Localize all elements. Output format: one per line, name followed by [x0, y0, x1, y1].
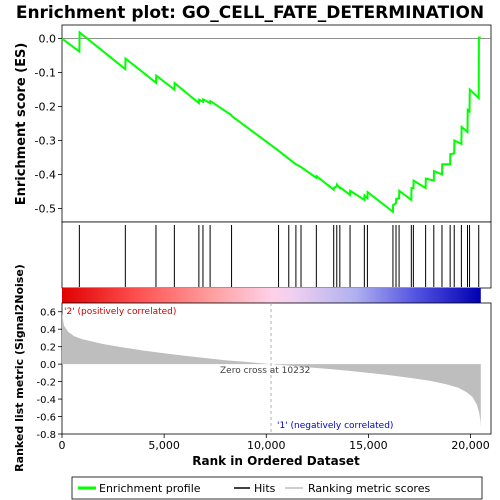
es-ytick-label: -0.3	[35, 134, 56, 147]
es-panel: 0.0 -0.1 -0.2 -0.3 -0.4 -0.5 Enrichment score…	[14, 24, 492, 223]
x-axis-label: Rank in Ordered Dataset	[192, 454, 360, 468]
es-ytick-label: -0.5	[35, 202, 56, 215]
es-ylabel: Enrichment score (ES)	[14, 43, 29, 206]
metric-ytick-label: -0.6	[36, 413, 56, 424]
ranking-metric-area	[62, 313, 481, 427]
metric-ytick-label: 0.2	[40, 343, 56, 354]
metric-ytick-label: 0.6	[40, 308, 56, 319]
x-tick-label: 10,000	[247, 439, 286, 452]
metric-ytick-label: 0.0	[40, 360, 56, 371]
metric-ytick-label: -0.2	[36, 378, 56, 389]
es-ytick-label: -0.1	[35, 67, 56, 80]
x-tick-label: 0	[59, 439, 66, 452]
rank-color-bar	[62, 288, 481, 303]
x-tick-label: 15,000	[349, 439, 388, 452]
es-ytick-label: -0.2	[35, 101, 56, 114]
metric-ytick-label: -0.4	[36, 395, 56, 406]
negative-correlation-label: '1' (negatively correlated)	[277, 421, 393, 431]
positive-correlation-label: '2' (positively correlated)	[64, 307, 176, 317]
legend: Enrichment profile Hits Ranking metric s…	[71, 476, 483, 500]
hits-panel-frame	[61, 221, 492, 289]
legend-enrichment-label: Enrichment profile	[99, 482, 201, 495]
hits-panel	[61, 221, 492, 289]
x-tick-label: 20,000	[451, 439, 490, 452]
es-ytick-label: -0.4	[35, 168, 56, 181]
legend-frame	[71, 476, 483, 500]
x-tick-label: 5,000	[148, 439, 180, 452]
es-ytick-label: 0.0	[39, 33, 57, 46]
metric-ytick-label: 0.4	[40, 325, 56, 336]
legend-metric-label: Ranking metric scores	[308, 482, 430, 495]
metric-ytick-label: -0.8	[36, 430, 56, 441]
rank-color-gradient	[62, 288, 481, 303]
enrichment-profile-line	[61, 30, 481, 214]
metric-ylabel: Ranked list metric (Signal2Noise)	[13, 264, 26, 472]
legend-hits-label: Hits	[254, 482, 276, 495]
metric-panel: 0.6 0.4 0.2 0.0 -0.2 -0.4 -0.6 -0.8 '2' (positi…	[13, 264, 492, 472]
es-panel-frame	[61, 24, 492, 223]
chart-title: Enrichment plot: GO_CELL_FATE_DETERMINAT…	[16, 3, 484, 23]
zero-cross-label: Zero cross at 10232	[220, 366, 310, 376]
